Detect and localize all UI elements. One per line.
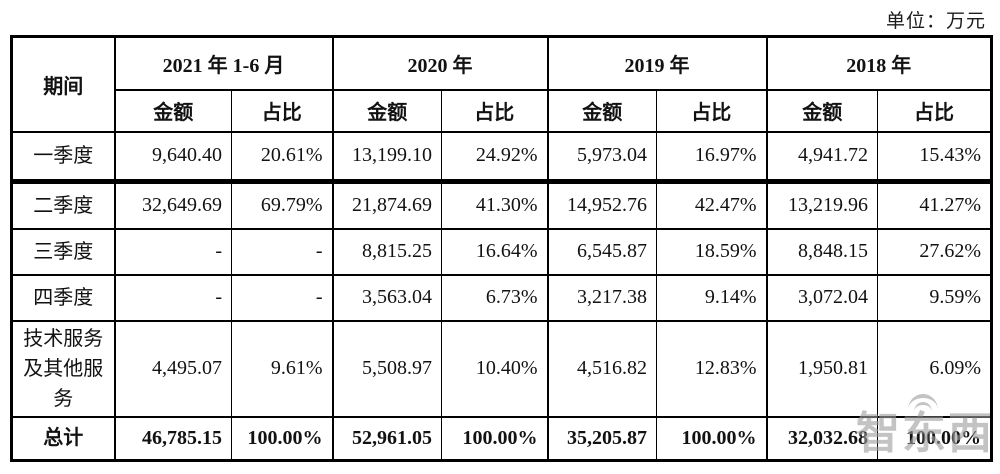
header-year-2021: 2021 年 1-6 月 bbox=[113, 35, 334, 91]
header-year-2019: 2019 年 bbox=[546, 35, 768, 91]
amount-cell: 5,508.97 bbox=[331, 319, 443, 418]
header-year-2018: 2018 年 bbox=[765, 35, 993, 91]
share-cell: 16.64% bbox=[441, 227, 549, 276]
table-row-q4: 四季度 - - 3,563.04 6.73% 3,217.38 9.14% 3,… bbox=[10, 273, 993, 322]
table-row-tech-services: 技术服务及其他服务 4,495.07 9.61% 5,508.97 10.40%… bbox=[10, 319, 993, 418]
amount-cell: 13,219.96 bbox=[765, 179, 879, 230]
share-cell: 100.00% bbox=[656, 415, 768, 462]
share-cell: 41.30% bbox=[441, 179, 549, 230]
share-cell: - bbox=[230, 273, 334, 322]
share-cell: 100.00% bbox=[441, 415, 549, 462]
share-cell: 12.83% bbox=[656, 319, 768, 418]
share-cell: 9.59% bbox=[877, 273, 993, 322]
amount-cell: 32,032.68 bbox=[765, 415, 879, 462]
amount-cell: 13,199.10 bbox=[331, 130, 443, 183]
header-row-subcolumns: 金额 占比 金额 占比 金额 占比 金额 占比 bbox=[12, 88, 993, 133]
amount-cell: 1,950.81 bbox=[765, 319, 879, 418]
header-share-2020: 占比 bbox=[441, 88, 549, 133]
share-cell: 42.47% bbox=[656, 179, 768, 230]
amount-cell: 21,874.69 bbox=[331, 179, 443, 230]
share-cell: 6.73% bbox=[441, 273, 549, 322]
share-cell: 100.00% bbox=[877, 415, 993, 462]
row-label: 三季度 bbox=[10, 227, 116, 276]
amount-cell: 4,941.72 bbox=[765, 130, 879, 183]
amount-cell: 9,640.40 bbox=[113, 130, 232, 183]
share-cell: 24.92% bbox=[441, 130, 549, 183]
share-cell: 41.27% bbox=[877, 179, 993, 230]
header-amount-2019: 金额 bbox=[546, 88, 658, 133]
header-row-years: 期间 2021 年 1-6 月 2020 年 2019 年 2018 年 bbox=[10, 35, 993, 133]
amount-cell: 8,848.15 bbox=[765, 227, 879, 276]
amount-cell: 32,649.69 bbox=[113, 179, 232, 230]
share-cell: 27.62% bbox=[877, 227, 993, 276]
share-cell: 9.14% bbox=[656, 273, 768, 322]
share-cell: 18.59% bbox=[656, 227, 768, 276]
amount-cell: - bbox=[113, 227, 232, 276]
amount-cell: 6,545.87 bbox=[546, 227, 658, 276]
row-label: 一季度 bbox=[10, 130, 116, 183]
share-cell: 69.79% bbox=[230, 179, 334, 230]
header-amount-2018: 金额 bbox=[765, 88, 879, 133]
amount-cell: 46,785.15 bbox=[113, 415, 232, 462]
header-amount-2020: 金额 bbox=[331, 88, 443, 133]
share-cell: 100.00% bbox=[230, 415, 334, 462]
share-cell: - bbox=[230, 227, 334, 276]
table-row-q2: 二季度 32,649.69 69.79% 21,874.69 41.30% 14… bbox=[10, 179, 993, 230]
header-year-2020: 2020 年 bbox=[331, 35, 549, 91]
amount-cell: 3,563.04 bbox=[331, 273, 443, 322]
header-share-2019: 占比 bbox=[656, 88, 768, 133]
share-cell: 15.43% bbox=[877, 130, 993, 183]
amount-cell: 4,516.82 bbox=[546, 319, 658, 418]
amount-cell: 3,217.38 bbox=[546, 273, 658, 322]
header-amount-2021: 金额 bbox=[113, 88, 232, 133]
share-cell: 9.61% bbox=[230, 319, 334, 418]
quarterly-revenue-table: 期间 2021 年 1-6 月 2020 年 2019 年 2018 年 金额 … bbox=[10, 35, 994, 462]
share-cell: 20.61% bbox=[230, 130, 334, 183]
row-label: 技术服务及其他服务 bbox=[10, 319, 116, 418]
amount-cell: 14,952.76 bbox=[546, 179, 658, 230]
header-share-2021: 占比 bbox=[230, 88, 334, 133]
amount-cell: 5,973.04 bbox=[546, 130, 658, 183]
amount-cell: 8,815.25 bbox=[331, 227, 443, 276]
header-period: 期间 bbox=[10, 35, 116, 133]
row-label: 四季度 bbox=[10, 273, 116, 322]
amount-cell: 3,072.04 bbox=[765, 273, 879, 322]
row-label: 二季度 bbox=[10, 179, 116, 230]
share-cell: 10.40% bbox=[441, 319, 549, 418]
share-cell: 6.09% bbox=[877, 319, 993, 418]
amount-cell: 4,495.07 bbox=[113, 319, 232, 418]
share-cell: 16.97% bbox=[656, 130, 768, 183]
table-row-q3: 三季度 - - 8,815.25 16.64% 6,545.87 18.59% … bbox=[10, 227, 993, 276]
amount-cell: 52,961.05 bbox=[331, 415, 443, 462]
amount-cell: 35,205.87 bbox=[546, 415, 658, 462]
amount-cell: - bbox=[113, 273, 232, 322]
total-row-label: 总计 bbox=[10, 415, 116, 462]
table-row-q1: 一季度 9,640.40 20.61% 13,199.10 24.92% 5,9… bbox=[10, 130, 993, 183]
header-share-2018: 占比 bbox=[877, 88, 993, 133]
unit-label: 单位：万元 bbox=[885, 11, 986, 32]
table-row-total: 总计 46,785.15 100.00% 52,961.05 100.00% 3… bbox=[10, 415, 993, 462]
